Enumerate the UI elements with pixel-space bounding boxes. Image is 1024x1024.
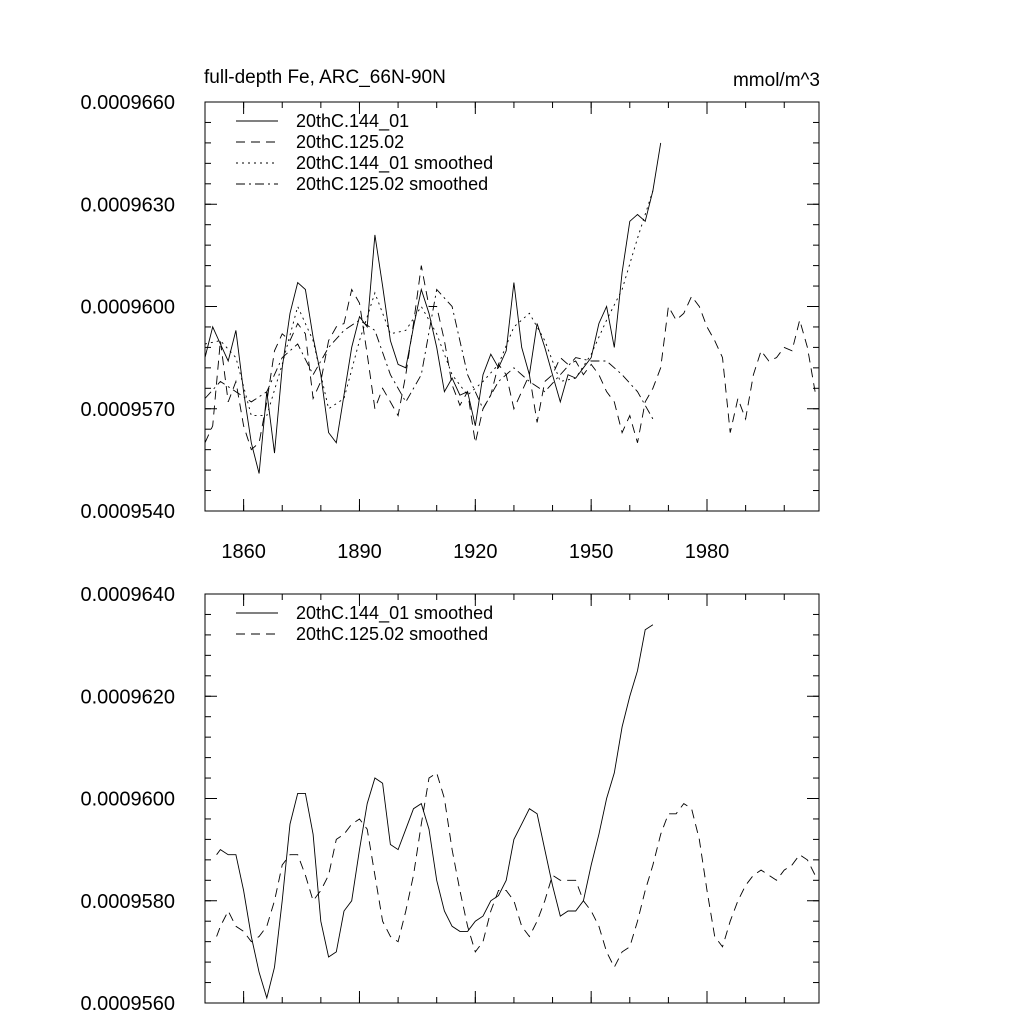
legend-label: 20thC.144_01 smoothed [296, 153, 493, 174]
chart-title: full-depth Fe, ARC_66N-90N [204, 67, 446, 88]
y-tick-label: 0.0009560 [80, 993, 175, 1015]
series-line-dash-dot [204, 288, 654, 420]
top-panel: full-depth Fe, ARC_66N-90N mmol/m^3 0.00… [80, 67, 820, 563]
legend-label: 20thC.125.02 smoothed [296, 174, 488, 194]
y-tick-label: 0.0009540 [80, 501, 175, 523]
legend-label: 20thC.125.02 [296, 132, 404, 152]
y-tick-label: 0.0009570 [80, 399, 175, 421]
x-tick-label: 1920 [453, 541, 498, 563]
x-tick-label: 1980 [685, 541, 730, 563]
legend-label: 20thC.144_01 [296, 111, 409, 132]
x-tick-label: 1890 [337, 541, 382, 563]
top-axis-ticks: 0.0009540 0.0009570 0.0009600 0.0009630 0.00… [80, 92, 819, 563]
y-tick-label: 0.0009580 [80, 891, 175, 913]
top-series-group [204, 142, 816, 474]
bottom-plot-frame [204, 593, 820, 1004]
series-line-solid [204, 142, 662, 474]
x-tick-label: 1950 [569, 541, 614, 563]
y-tick-label: 0.0009640 [80, 584, 175, 606]
series-line-dashed [204, 265, 816, 451]
legend-label: 20thC.144_01 smoothed [296, 603, 493, 624]
series-line-dashed [216, 772, 816, 969]
legend-label: 20thC.125.02 smoothed [296, 624, 488, 644]
y-tick-label: 0.0009600 [80, 789, 175, 811]
y-tick-label: 0.0009660 [80, 92, 175, 114]
y-tick-label: 0.0009600 [80, 297, 175, 319]
bottom-series-group [216, 624, 816, 1000]
series-line-dotted [204, 190, 654, 417]
y-tick-label: 0.0009630 [80, 194, 175, 216]
bottom-axis-ticks: 0.0009560 0.0009580 0.0009600 0.0009620 0.00… [80, 584, 819, 1015]
y-tick-label: 0.0009620 [80, 686, 175, 708]
bottom-panel: 0.0009560 0.0009580 0.0009600 0.0009620 0.00… [80, 584, 820, 1015]
units-label: mmol/m^3 [733, 70, 820, 91]
series-line-solid [216, 624, 654, 1000]
x-tick-label: 1860 [221, 541, 266, 563]
